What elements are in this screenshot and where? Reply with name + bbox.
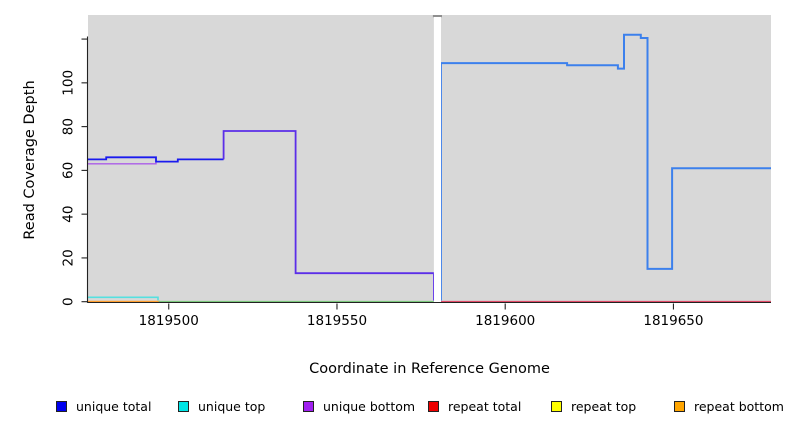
legend-label: unique bottom <box>323 398 416 414</box>
x-tick-label: 1819600 <box>475 313 535 329</box>
legend-item-unique-top: unique top <box>178 398 266 414</box>
x-tick-label: 1819650 <box>643 313 703 329</box>
legend-swatch-unique-bottom <box>303 400 314 412</box>
no-data-gap-band <box>433 17 441 302</box>
legend-label: unique top <box>198 398 266 414</box>
x-axis-title: Coordinate in Reference Genome <box>309 361 550 377</box>
legend-label: repeat top <box>571 398 637 414</box>
y-tick-label: 80 <box>61 118 77 135</box>
y-axis-title: Read Coverage Depth <box>22 80 38 240</box>
legend-label: unique total <box>76 398 152 414</box>
legend-label: repeat total <box>448 398 522 414</box>
y-tick-label: 20 <box>61 249 77 266</box>
y-tick-label: 100 <box>61 70 77 96</box>
y-tick-label: 0 <box>61 297 77 306</box>
y-tick-label: 60 <box>61 162 77 179</box>
legend-swatch-unique-total <box>56 400 67 412</box>
x-tick-label: 1819500 <box>139 313 199 329</box>
series-line-unique-total-left <box>88 156 224 163</box>
legend-swatch-repeat-top <box>551 400 562 412</box>
legend-item-repeat-top: repeat top <box>551 398 637 414</box>
series-line-unique-total-right <box>439 33 771 301</box>
legend-item-unique-bottom: unique bottom <box>303 398 416 414</box>
x-axis-title-wrap: Coordinate in Reference Genome <box>0 361 792 377</box>
legend-item-repeat-bottom: repeat bottom <box>674 398 784 414</box>
legend-label: repeat bottom <box>694 398 784 414</box>
legend-swatch-unique-top <box>178 400 189 412</box>
legend-swatch-repeat-bottom <box>674 400 685 412</box>
axis-ticks: 0 20 40 60 80 100 1819500 1819550 1819600 1819650 <box>61 38 703 329</box>
legend-item-repeat-total: repeat total <box>428 398 522 414</box>
series-line-unique-top <box>88 296 159 301</box>
legend-item-unique-total: unique total <box>56 398 152 414</box>
gap-top-edge <box>432 15 442 18</box>
x-tick-label: 1819550 <box>307 313 367 329</box>
legend-swatch-repeat-total <box>428 400 439 412</box>
y-tick-label: 40 <box>61 206 77 223</box>
plot-canvas: 0 20 40 60 80 100 1819500 1819550 1819600 1819650 <box>61 15 771 329</box>
